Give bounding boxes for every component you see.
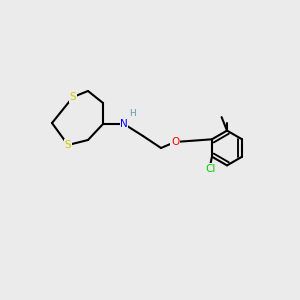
Text: O: O [171, 137, 179, 147]
Text: Cl: Cl [205, 164, 216, 174]
Text: H: H [130, 109, 136, 118]
Text: S: S [70, 92, 76, 102]
Text: S: S [65, 140, 71, 150]
Text: N: N [120, 119, 128, 129]
